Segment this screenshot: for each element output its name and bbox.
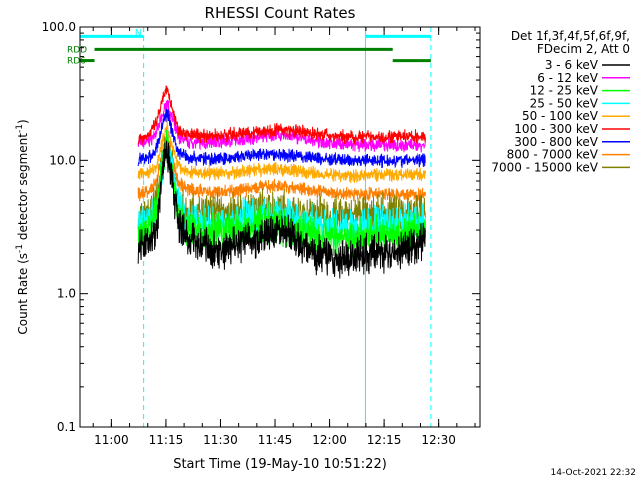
- series-line: [137, 129, 426, 202]
- y-label-sup-2: -1: [15, 124, 25, 133]
- x-tick-label: 12:15: [367, 433, 402, 447]
- status-bar-label: RDD: [67, 45, 87, 55]
- series-line: [137, 140, 426, 279]
- series-line: [137, 85, 426, 145]
- series-lines: [137, 85, 426, 279]
- legend-entry-label: 800 - 7000 keV: [507, 148, 599, 162]
- legend-header-1: Det 1f,3f,4f,5f,6f,9f,: [511, 29, 630, 43]
- x-tick-label: 11:30: [203, 433, 238, 447]
- timestamp: 14-Oct-2021 22:32: [551, 468, 636, 478]
- y-axis-label: Count Rate (s-1 detector segment-1): [15, 119, 30, 334]
- y-tick-label: 0.1: [57, 420, 76, 434]
- attenuator-bars: N RDD RD6: [67, 28, 431, 67]
- status-bar-label: N: [135, 28, 142, 38]
- x-tick-label: 11:45: [258, 433, 293, 447]
- legend-header-2: FDecim 2, Att 0: [537, 42, 630, 56]
- series-line: [137, 108, 426, 169]
- chart-title: RHESSI Count Rates: [205, 4, 356, 22]
- x-tick-label: 11:00: [94, 433, 129, 447]
- legend-entry-label: 7000 - 15000 keV: [491, 160, 598, 174]
- legend-entry-label: 6 - 12 keV: [537, 71, 599, 85]
- legend-entry-label: 12 - 25 keV: [530, 84, 599, 98]
- y-label-sup-1: -1: [15, 244, 25, 253]
- y-tick-label: 100.0: [42, 20, 76, 34]
- legend: Det 1f,3f,4f,5f,6f,9f, FDecim 2, Att 0 3…: [491, 29, 630, 174]
- legend-entry-label: 100 - 300 keV: [514, 122, 598, 136]
- y-axis-ticks: 0.1 1.0 10.0 100.0: [42, 20, 480, 434]
- legend-entry-label: 25 - 50 keV: [530, 96, 599, 110]
- y-label-part-3: ): [16, 119, 30, 124]
- legend-entry-label: 3 - 6 keV: [545, 58, 599, 72]
- y-label-part-1: Count Rate (s: [16, 253, 30, 335]
- y-tick-label: 10.0: [49, 153, 76, 167]
- x-tick-label: 12:00: [312, 433, 347, 447]
- x-tick-label: 12:30: [421, 433, 456, 447]
- legend-entry-label: 300 - 800 keV: [514, 135, 598, 149]
- x-tick-label: 11:15: [149, 433, 184, 447]
- plot-frame: [79, 26, 481, 428]
- x-axis-label: Start Time (19-May-10 10:51:22): [173, 457, 387, 472]
- status-bar-label: RD6: [67, 57, 86, 67]
- series-line: [137, 99, 426, 153]
- y-label-part-2: detector segment: [16, 133, 30, 244]
- series-line: [137, 118, 426, 184]
- x-axis-ticks: 11:00 11:15 11:30 11:45 12:00 12:15 12:30: [92, 27, 476, 447]
- y-tick-label: 1.0: [57, 287, 76, 301]
- legend-entry-label: 50 - 100 keV: [522, 109, 599, 123]
